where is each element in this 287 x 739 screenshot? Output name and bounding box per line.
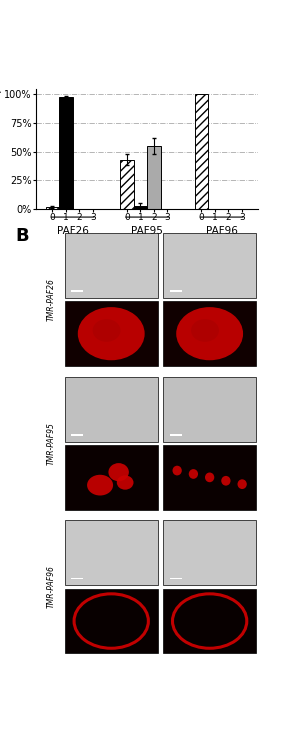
Bar (65, 377, 158, 441)
Text: PAF96: PAF96 (206, 226, 238, 236)
Bar (163, 233, 256, 298)
Ellipse shape (117, 475, 133, 490)
Bar (120, 160, 134, 209)
Bar (163, 520, 256, 585)
Ellipse shape (78, 307, 145, 360)
Text: TMR-PAF26: TMR-PAF26 (47, 278, 56, 321)
Text: TMR-PAF96: TMR-PAF96 (47, 565, 56, 608)
Text: B: B (16, 227, 30, 245)
Bar (134, 205, 147, 209)
Bar (59, 97, 73, 209)
Text: TMR-PAF95: TMR-PAF95 (47, 422, 56, 465)
Bar (163, 302, 256, 366)
Bar (170, 290, 182, 292)
Text: PAF95: PAF95 (131, 226, 163, 236)
Ellipse shape (172, 466, 182, 475)
Bar (46, 207, 59, 209)
Ellipse shape (87, 474, 113, 496)
Bar (65, 233, 158, 298)
Text: PAF26: PAF26 (57, 226, 88, 236)
Ellipse shape (205, 472, 214, 483)
Ellipse shape (191, 319, 219, 341)
Bar (163, 589, 256, 653)
Bar (147, 146, 160, 209)
Ellipse shape (108, 463, 129, 481)
Ellipse shape (176, 307, 243, 360)
Bar (163, 377, 256, 441)
Ellipse shape (93, 319, 121, 341)
Bar (65, 520, 158, 585)
Ellipse shape (238, 480, 247, 489)
Ellipse shape (221, 476, 230, 486)
Bar (65, 589, 158, 653)
Bar (170, 434, 182, 436)
Bar (65, 302, 158, 366)
Text: A: A (0, 79, 1, 97)
Bar (71, 434, 83, 436)
Bar (71, 290, 83, 292)
Bar (163, 445, 256, 510)
Ellipse shape (189, 469, 198, 479)
Bar (170, 578, 182, 579)
Bar (65, 445, 158, 510)
Bar (195, 95, 208, 209)
Bar (71, 578, 83, 579)
